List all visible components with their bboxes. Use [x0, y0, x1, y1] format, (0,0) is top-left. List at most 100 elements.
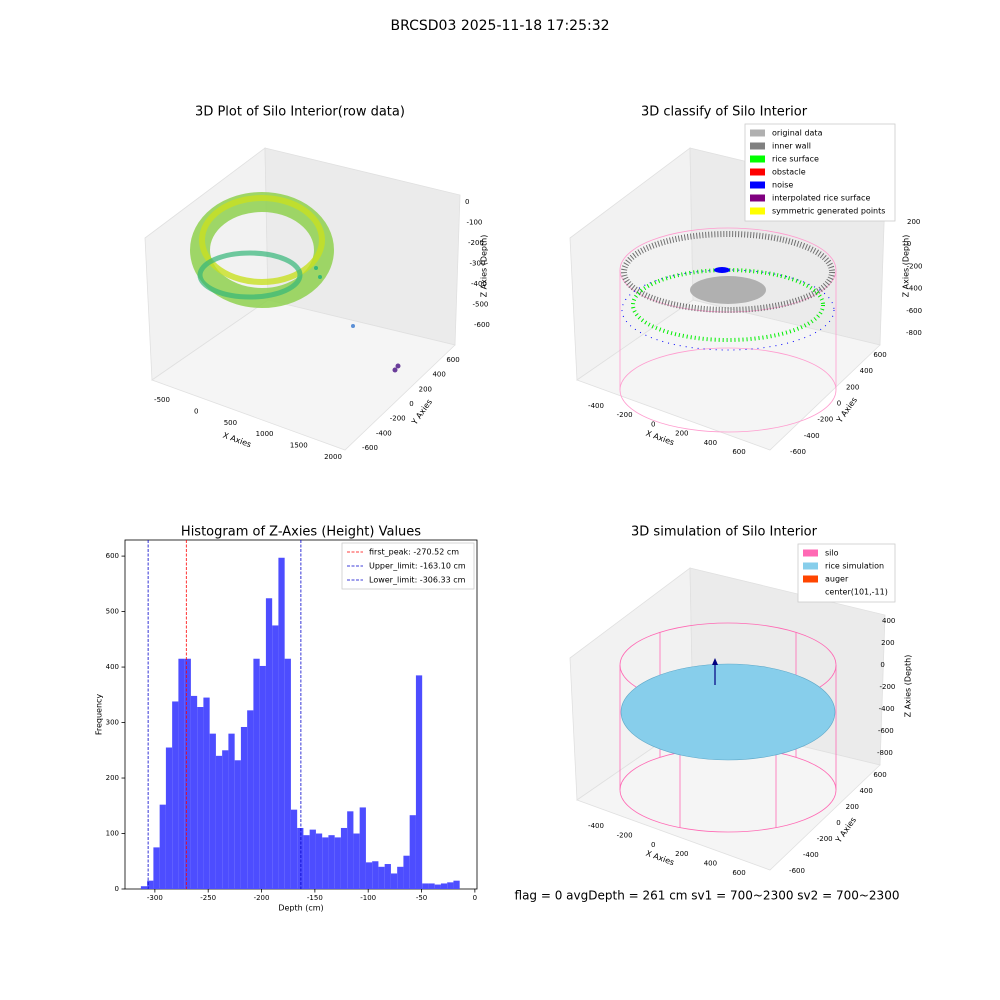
- bar: [147, 880, 154, 889]
- z-tick-label: -400: [906, 285, 922, 293]
- bar: [359, 807, 366, 889]
- y-tick-label: -600: [790, 448, 806, 456]
- bar: [234, 760, 241, 889]
- bar: [203, 697, 210, 889]
- x-tick-label: 0: [651, 841, 655, 849]
- x-tick-label: 500: [224, 419, 237, 427]
- panel-title: 3D simulation of Silo Interior: [631, 525, 818, 540]
- bar: [209, 733, 216, 889]
- bar: [278, 557, 285, 889]
- z-tick-label: 0: [907, 240, 911, 248]
- x-tick-label: 0: [651, 420, 655, 428]
- legend-swatch: [750, 194, 765, 202]
- z-tick-label: 0: [465, 198, 469, 206]
- x-tick-label: 400: [704, 860, 717, 868]
- legend-label: center(101,-11): [825, 588, 888, 597]
- bar: [247, 710, 254, 889]
- x-tick-label: 0: [473, 894, 477, 902]
- x-tick-label: -500: [154, 396, 170, 404]
- bar: [259, 665, 266, 889]
- bar: [228, 733, 235, 889]
- x-tick-label: 400: [704, 439, 717, 447]
- bar: [328, 835, 335, 889]
- bar: [322, 837, 329, 889]
- panel-title: 3D Plot of Silo Interior(row data): [195, 105, 405, 120]
- z-tick-label: -200: [880, 683, 896, 691]
- legend-label: noise: [772, 181, 793, 190]
- figure-title: BRCSD03 2025-11-18 17:25:32: [390, 18, 609, 34]
- legend-swatch: [803, 588, 818, 596]
- bar: [197, 707, 204, 889]
- x-tick-label: 1500: [290, 442, 308, 450]
- y-tick-label: 200: [106, 774, 119, 782]
- footer-text: flag = 0 avgDepth = 261 cm sv1 = 700~230…: [515, 889, 900, 903]
- bar: [428, 883, 435, 889]
- legend-label: inner wall: [772, 142, 811, 151]
- bar: [409, 815, 416, 889]
- z-tick-label: 400: [882, 617, 895, 625]
- legend-box: [744, 123, 896, 222]
- legend-label: obstacle: [772, 168, 806, 177]
- bar: [365, 862, 373, 889]
- x-tick-label: 600: [732, 869, 745, 877]
- bar: [403, 855, 410, 889]
- x-tick-label: -200: [617, 831, 633, 839]
- y-tick-label: -200: [390, 415, 406, 423]
- y-axis-label: Frequency: [95, 694, 104, 736]
- y-tick-label: -200: [817, 835, 833, 843]
- y-tick-label: -400: [804, 432, 820, 440]
- z-tick-label: -600: [906, 307, 922, 315]
- z-tick-label: 200: [907, 218, 920, 226]
- x-tick-label: 200: [675, 850, 688, 858]
- x-tick-label: -400: [588, 402, 604, 410]
- legend-label: silo: [825, 549, 839, 558]
- legend-label: interpolated rice surface: [772, 194, 870, 203]
- z-tick-label: -400: [471, 280, 487, 288]
- z-tick-label: -600: [878, 727, 894, 735]
- legend-label: rice surface: [772, 155, 819, 164]
- bar: [384, 864, 391, 889]
- y-tick-label: -200: [817, 416, 833, 424]
- bar: [190, 695, 198, 889]
- bar: [140, 886, 148, 889]
- legend-box: [341, 542, 475, 590]
- bar: [372, 861, 379, 889]
- x-tick-label: -400: [588, 822, 604, 830]
- y-tick-label: 200: [846, 803, 859, 811]
- bar: [347, 811, 354, 889]
- y-tick-label: 600: [106, 552, 119, 560]
- bar: [434, 884, 441, 889]
- y-tick-label: 600: [873, 351, 886, 359]
- z-tick-label: -400: [879, 705, 895, 713]
- bar: [290, 809, 298, 889]
- legend-swatch: [803, 575, 818, 583]
- y-tick-label: 500: [106, 608, 119, 616]
- y-tick-label: 400: [106, 663, 119, 671]
- y-tick-label: -600: [789, 867, 805, 875]
- bar: [340, 827, 348, 889]
- z-tick-label: -200: [468, 239, 484, 247]
- classified-cloud: [619, 227, 837, 433]
- x-tick-label: 0: [194, 407, 198, 415]
- z-tick-label: 0: [880, 661, 884, 669]
- y-tick-label: 600: [873, 771, 886, 779]
- y-tick-label: 0: [836, 819, 840, 827]
- x-tick-label: -200: [254, 894, 270, 902]
- x-axis-label: Depth (cm): [278, 904, 323, 913]
- x-tick-label: 2000: [324, 453, 342, 461]
- legend-label: symmetric generated points: [772, 207, 885, 216]
- legend-swatch: [750, 168, 765, 176]
- bar: [222, 750, 229, 889]
- bar: [453, 880, 460, 889]
- y-tick-label: 200: [419, 385, 432, 393]
- bar: [184, 658, 191, 889]
- z-tick-label: 200: [881, 639, 894, 647]
- y-tick-label: -600: [362, 444, 378, 452]
- legend-swatch: [750, 129, 765, 137]
- x-tick-label: -150: [307, 894, 323, 902]
- bar: [440, 883, 448, 889]
- legend-swatch: [750, 207, 765, 215]
- z-tick-label: -600: [474, 321, 490, 329]
- bar: [253, 658, 260, 889]
